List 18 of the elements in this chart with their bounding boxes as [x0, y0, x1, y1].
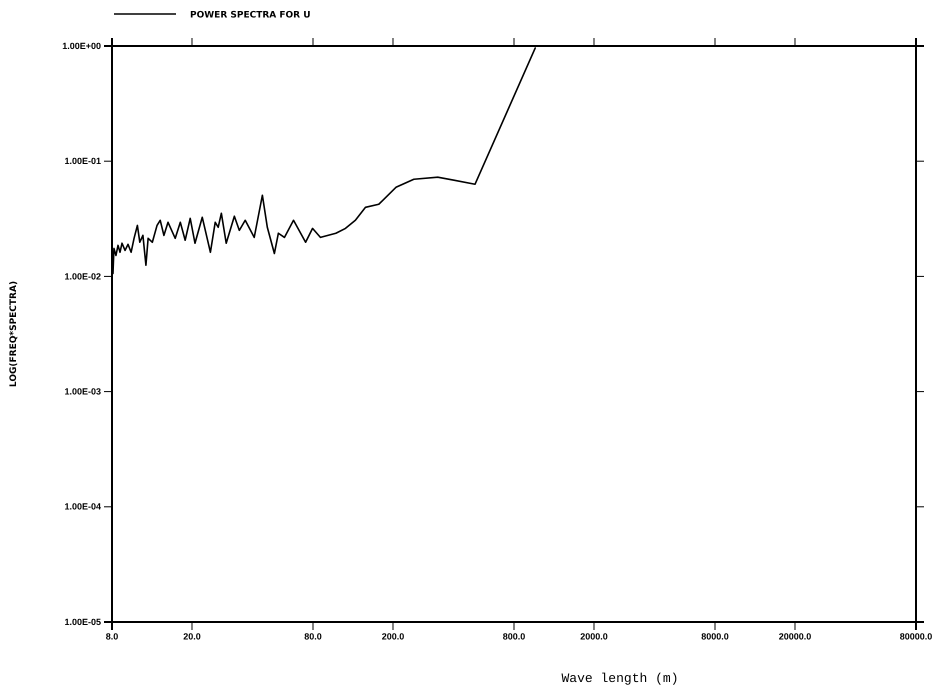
y-tick-label: 1.00E-05 [64, 616, 101, 627]
y-tick-label: 1.00E-01 [64, 156, 101, 166]
text: POWER SPECTRA FOR U [190, 10, 311, 20]
y-tick-label: 1.00E-02 [64, 271, 101, 282]
y-tick-label: 1.00E+00 [62, 40, 101, 51]
x-tick-label: 800.0 [502, 631, 526, 642]
y-tick-label: 1.00E-03 [64, 386, 101, 396]
y-tick-label: 1.00E-04 [64, 502, 101, 512]
y-axis-title: LOG(FREQ*SPECTRA) [9, 280, 19, 388]
x-tick-label: 80000.0 [900, 631, 932, 642]
x-tick-label: 20.0 [183, 631, 201, 642]
x-tick-label: 2000.0 [580, 631, 608, 642]
x-axis-title: Wave length (m) [561, 671, 679, 686]
x-tick-label: 80.0 [304, 631, 322, 642]
x-tick-label: 8.0 [106, 631, 118, 642]
x-tick-label: 200.0 [382, 631, 404, 642]
x-tick-label: 20000.0 [778, 631, 812, 642]
x-tick-label: 8000.0 [701, 631, 729, 642]
